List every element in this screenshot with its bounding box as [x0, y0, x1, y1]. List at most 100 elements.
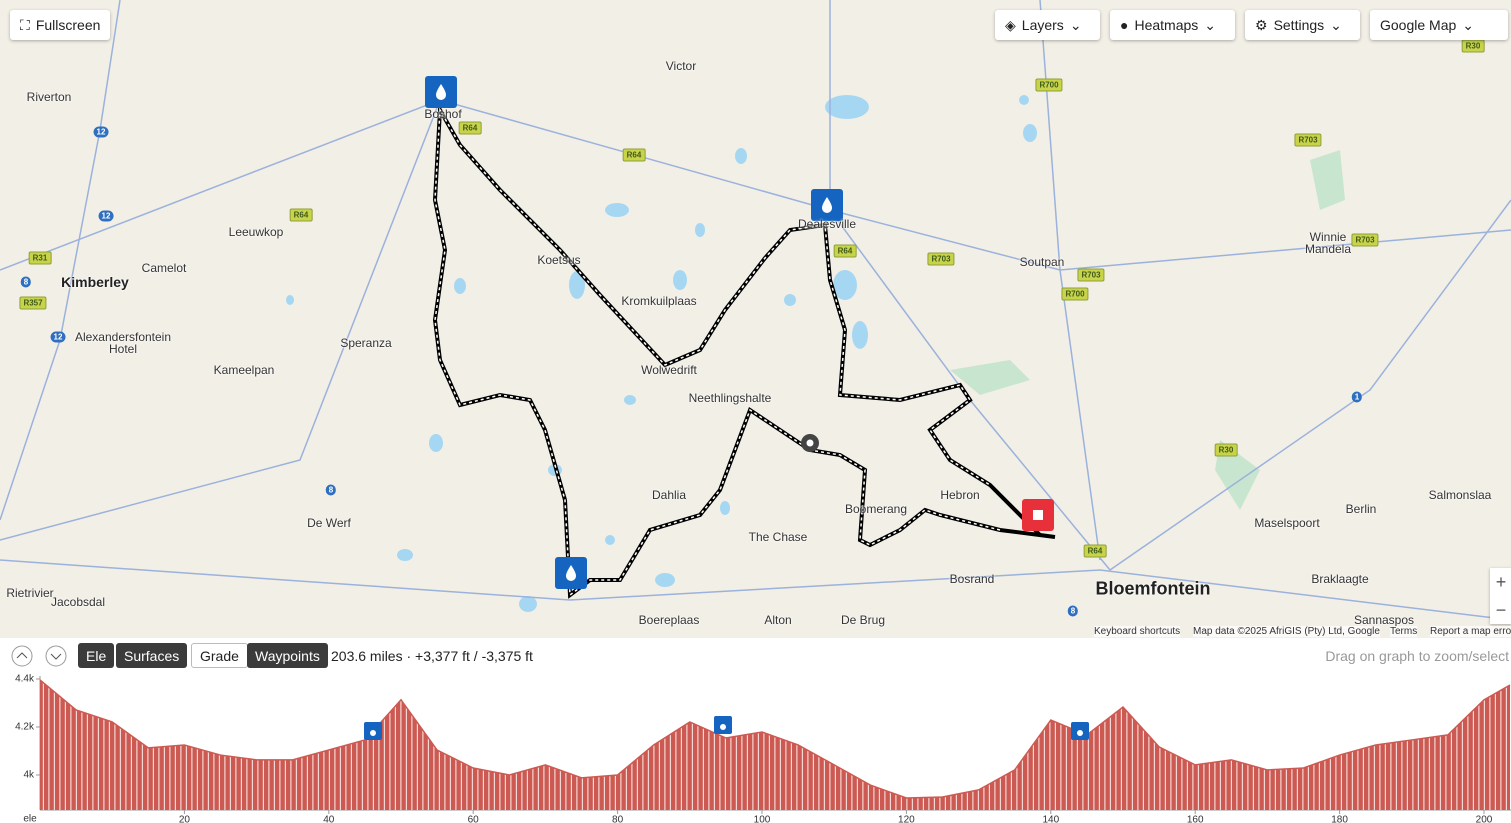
place-label: Braklaagte [1311, 572, 1369, 586]
road-shield: R64 [1083, 544, 1107, 558]
place-label: Dahlia [651, 488, 687, 502]
road-shield: 8 [325, 484, 337, 496]
place-label: Soutpan [1019, 255, 1065, 269]
place-label: Berlin [1345, 502, 1377, 516]
road-shield: 1 [1351, 391, 1363, 403]
place-label: Wolwedrift [641, 363, 697, 377]
x-tick-label: 80 [612, 815, 624, 823]
road-shield: 8 [1067, 605, 1079, 617]
x-tick-label: 180 [1331, 815, 1348, 823]
road-shield: R30 [1214, 443, 1238, 457]
place-label: De Brug [840, 613, 886, 627]
y-tick-label: 4k [23, 770, 35, 781]
road-shield: R700 [1061, 287, 1089, 301]
road-shield: R64 [289, 208, 313, 222]
road-shield: R703 [1351, 233, 1379, 247]
place-label: Kromkuilplaas [621, 294, 697, 308]
place-label: Winnie Mandela [1304, 230, 1352, 256]
settings-button[interactable]: ⚙ Settings ⌄ [1245, 10, 1360, 40]
road-shield: R703 [1294, 133, 1322, 147]
place-label: Bosrand [949, 572, 995, 586]
place-label: Speranza [340, 336, 392, 350]
chart-waypoints [364, 716, 1089, 740]
place-label: Jacobsdal [50, 595, 106, 609]
place-label: Victor [665, 59, 697, 73]
road-shield: R31 [28, 251, 52, 265]
x-tick-label: 120 [898, 815, 915, 823]
heatmaps-button[interactable]: ● Heatmaps ⌄ [1110, 10, 1235, 40]
profile-nav[interactable] [10, 645, 70, 669]
fullscreen-button[interactable]: ⛶ Fullscreen [10, 10, 111, 40]
x-tick-label: 60 [468, 815, 480, 823]
button-label: Layers [1021, 17, 1064, 33]
place-label: Rietrivier [6, 586, 54, 600]
road-shield: R30 [1461, 39, 1485, 53]
x-tick-label: 140 [1042, 815, 1059, 823]
place-label: The Chase [748, 530, 808, 544]
road-shield: 12 [93, 126, 109, 138]
place-label: Maselspoort [1254, 516, 1320, 530]
water [286, 95, 1037, 612]
y-tick-label: 4.2k [15, 722, 35, 733]
place-label: Kimberley [61, 274, 129, 290]
map-type-select[interactable]: Google Map ⌄ [1370, 10, 1508, 40]
road-shield: R703 [927, 252, 955, 266]
parks [950, 150, 1345, 510]
place-label: Alton [764, 613, 792, 627]
x-tick-label: 20 [179, 815, 191, 823]
attribution-link[interactable]: Keyboard shortcuts [1094, 626, 1181, 637]
y-axis-label: ele [23, 814, 37, 823]
map-canvas [0, 0, 1511, 621]
route [432, 103, 1056, 599]
route-stats: 203.6 miles · +3,377 ft / -3,375 ft [331, 648, 533, 664]
x-tick-label: 160 [1187, 815, 1204, 823]
place-label: Alexandersfontein Hotel [74, 330, 172, 356]
place-label: Bloemfontein [1095, 578, 1211, 599]
place-label: Boshof [424, 107, 462, 121]
road-shield: 12 [98, 210, 114, 222]
road-shield: R357 [19, 296, 47, 310]
place-label: Riverton [26, 90, 72, 104]
zoom-controls[interactable]: + − [1490, 568, 1511, 624]
place-label: Kameelpan [213, 363, 275, 377]
map[interactable]: Victor Riverton Boshof Dealesville Leeuw… [0, 0, 1511, 638]
place-label: Leeuwkop [228, 225, 284, 239]
button-label: Fullscreen [35, 17, 101, 33]
road-shield: 8 [20, 276, 32, 288]
x-tick-label: 100 [754, 815, 771, 823]
road-shield: 12 [50, 331, 66, 343]
elevation-chart[interactable]: ele 4k 4.2k 4.4k 20 40 60 80 100 120 140 160 180 200 [0, 668, 1511, 823]
waypoint-pins[interactable] [425, 76, 1054, 589]
elevation-area [40, 679, 1510, 810]
tab[interactable]: Grade [191, 643, 248, 668]
attribution-link[interactable]: Terms [1390, 626, 1418, 637]
button-label: Heatmaps [1134, 17, 1199, 33]
road-shield: R64 [458, 121, 482, 135]
place-label: Hebron [940, 488, 980, 502]
place-label: Neethlingshalte [688, 391, 772, 405]
button-label: Settings [1273, 17, 1325, 33]
road-shield: R700 [1035, 78, 1063, 92]
place-label: Dealesville [797, 217, 857, 231]
y-tick-label: 4.4k [15, 674, 35, 685]
place-label: De Werf [307, 516, 351, 530]
tab[interactable]: Ele [78, 643, 115, 668]
place-label: Koetsus [537, 253, 581, 267]
x-tick-label: 40 [323, 815, 335, 823]
place-label: Boomerang [844, 502, 908, 516]
hint: Drag on graph to zoom/select [1325, 648, 1509, 664]
route-dash [434, 107, 1001, 597]
place-label: Boereplaas [638, 613, 700, 627]
place-label: Sannaspos [1353, 613, 1415, 627]
tab[interactable]: Surfaces [116, 643, 188, 668]
place-label: Camelot [141, 261, 187, 275]
road-shield: R703 [1077, 268, 1105, 282]
layers-button[interactable]: ◈ Layers ⌄ [995, 10, 1100, 40]
place-label: Salmonslaa [1428, 488, 1492, 502]
x-tick-label: 200 [1476, 815, 1493, 823]
tab[interactable]: Waypoints [247, 643, 328, 668]
attribution-link[interactable]: Report a map error [1430, 626, 1511, 637]
elevation-line [39, 679, 1511, 799]
attribution: Map data ©2025 AfriGIS (Pty) Ltd, Google [1193, 626, 1380, 637]
